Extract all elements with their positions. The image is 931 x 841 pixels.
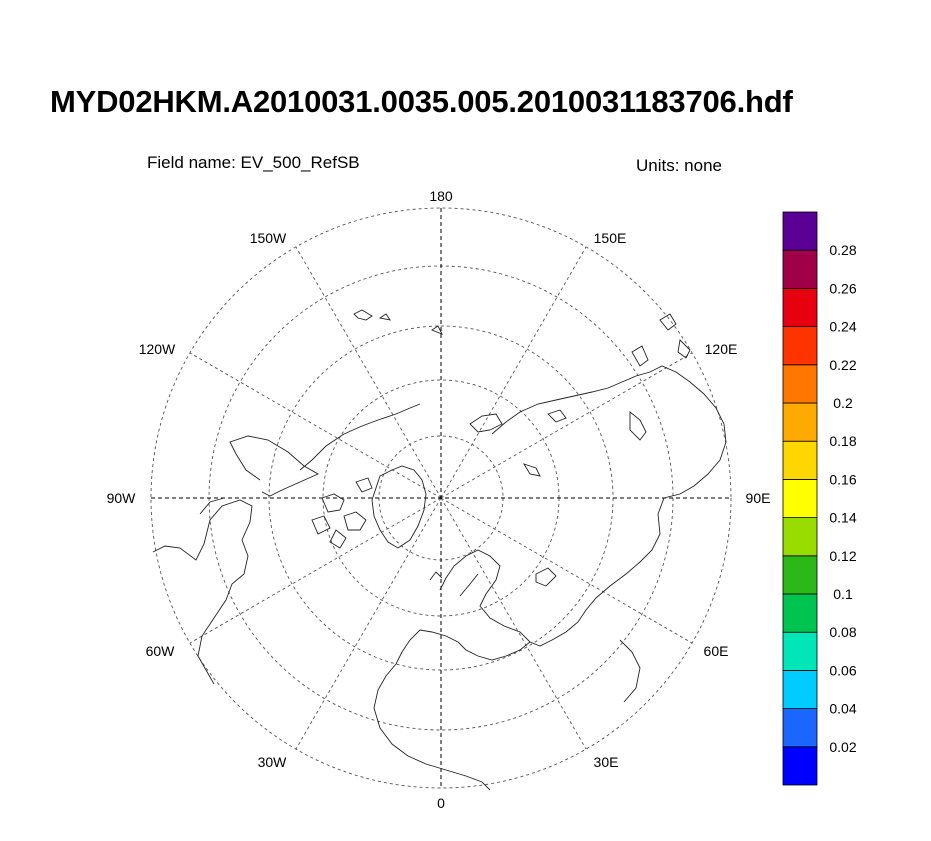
colorbar-label: 0.18 (829, 433, 856, 449)
colorbar-bin (782, 517, 818, 557)
meridian-120e (440, 352, 693, 499)
colorbar-label: 0.12 (829, 548, 856, 564)
colorbar-label: 0.02 (829, 739, 856, 755)
lon-label-60e: 60E (704, 643, 729, 659)
latitude-circle (150, 207, 732, 789)
longitude-labels: 180 150W 150E 120W 120E 90W 90E 60W 60E … (107, 188, 771, 811)
colorbar-label: 0.08 (829, 624, 856, 640)
coastline-siberia-islands (469, 313, 691, 477)
lon-label-150w: 150W (250, 230, 287, 246)
plot-title: MYD02HKM.A2010031.0035.005.2010031183706… (50, 84, 793, 119)
meridian-30w (295, 497, 442, 750)
colorbar-bin (782, 402, 818, 442)
colorbar-bin (782, 478, 818, 518)
colorbar-bin (782, 631, 818, 671)
lon-label-120e: 120E (705, 341, 738, 357)
coastline-europe (395, 549, 531, 665)
lon-label-30e: 30E (594, 754, 619, 770)
coastline-canadian-archipelago (311, 477, 373, 549)
colorbar-label: 0.04 (829, 701, 856, 717)
colorbar-bin (782, 670, 818, 710)
meridian-150e (440, 246, 587, 499)
colorbar-bin (782, 593, 818, 633)
meridian-60w (189, 497, 442, 644)
colorbar-bin (782, 287, 818, 327)
units-label: Units: none (636, 156, 722, 175)
colorbar-label: 0.2 (833, 395, 853, 411)
colorbar-label: 0.26 (829, 280, 856, 296)
colorbar-label: 0.22 (829, 357, 856, 373)
colorbar-bin (782, 364, 818, 404)
lon-label-150e: 150E (594, 230, 627, 246)
lon-label-90w: 90W (107, 490, 137, 506)
colorbar-label: 0.28 (829, 242, 856, 258)
coastline-asia (491, 365, 727, 703)
lon-label-0: 0 (437, 795, 445, 811)
coastline-north-america (152, 403, 421, 685)
colorbar-bin (782, 211, 818, 251)
colorbar-label: 0.24 (829, 319, 856, 335)
lon-label-60w: 60W (146, 643, 176, 659)
longitude-grid (151, 208, 731, 788)
meridian-60e (440, 497, 693, 644)
field-name-label: Field name: EV_500_RefSB (147, 153, 360, 172)
colorbar-bin (782, 555, 818, 595)
coastline-alaska (353, 309, 443, 335)
meridian-30e (440, 497, 587, 750)
colorbar-label: 0.06 (829, 662, 856, 678)
colorbar-bin (782, 708, 818, 748)
coastline-greenland (371, 465, 427, 549)
colorbar-label: 0.16 (829, 471, 856, 487)
colorbar-label: 0.1 (833, 586, 853, 602)
colorbar-bin (782, 249, 818, 289)
colorbar: 0.02 0.04 0.06 0.08 0.1 0.12 0.14 0.16 0.18 0.2 0.… (782, 211, 857, 786)
colorbar-bin (782, 326, 818, 366)
lon-label-30w: 30W (258, 754, 288, 770)
coastlines (152, 309, 727, 791)
colorbar-label: 0.14 (829, 510, 856, 526)
colorbar-bin (782, 440, 818, 480)
coastline-africa (373, 663, 491, 791)
lon-label-180: 180 (429, 188, 453, 204)
meridian-120w (189, 352, 442, 499)
lon-label-120w: 120W (139, 341, 176, 357)
lon-label-90e: 90E (746, 490, 771, 506)
colorbar-bin (782, 746, 818, 786)
meridian-150w (295, 246, 442, 499)
